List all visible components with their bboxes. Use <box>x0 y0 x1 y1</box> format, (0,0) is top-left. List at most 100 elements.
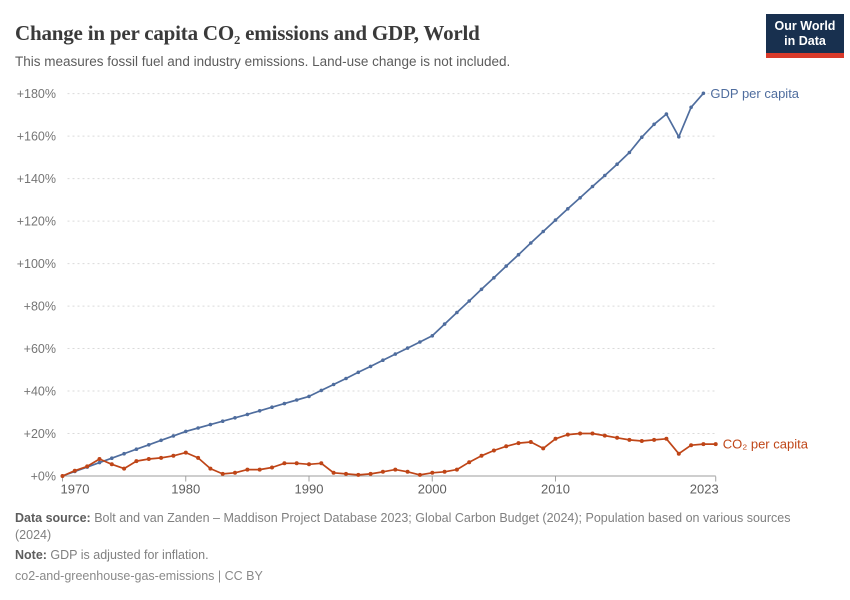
gdp-data-point[interactable] <box>147 443 151 447</box>
co2-data-point[interactable] <box>627 437 632 442</box>
gdp-data-point[interactable] <box>319 388 324 393</box>
co2-data-point[interactable] <box>516 441 521 446</box>
co2-data-point[interactable] <box>146 457 151 461</box>
gdp-data-point[interactable] <box>393 352 398 356</box>
gdp-data-point[interactable] <box>171 434 176 438</box>
co2-data-point[interactable] <box>701 442 706 447</box>
co2-data-point[interactable] <box>590 431 595 436</box>
co2-data-point[interactable] <box>504 444 509 449</box>
co2-data-point[interactable] <box>331 470 336 475</box>
co2-data-point[interactable] <box>134 459 139 464</box>
gdp-data-point[interactable] <box>282 401 287 406</box>
co2-data-point[interactable] <box>356 472 361 477</box>
co2-data-point[interactable] <box>270 465 274 470</box>
gdp-data-point[interactable] <box>233 416 237 420</box>
gdp-data-point[interactable] <box>307 394 311 399</box>
gdp-data-point[interactable] <box>134 447 139 452</box>
gdp-data-point[interactable] <box>381 358 385 363</box>
co2-data-point[interactable] <box>528 440 533 444</box>
co2-data-point[interactable] <box>380 469 385 474</box>
gdp-data-point[interactable] <box>590 184 595 189</box>
co2-data-point[interactable] <box>196 455 201 460</box>
gdp-data-point[interactable] <box>529 241 533 245</box>
co2-data-point[interactable] <box>676 451 681 456</box>
gdp-data-point[interactable] <box>184 429 188 434</box>
co2-data-point[interactable] <box>85 464 90 469</box>
co2-data-point[interactable] <box>282 461 287 466</box>
gdp-data-point[interactable] <box>664 112 669 116</box>
co2-data-point[interactable] <box>602 433 607 438</box>
co2-data-point[interactable] <box>183 450 188 455</box>
co2-data-point[interactable] <box>454 467 459 472</box>
co2-data-point[interactable] <box>319 461 324 466</box>
co2-data-point[interactable] <box>344 471 348 476</box>
gdp-data-point[interactable] <box>615 162 619 166</box>
gdp-data-point[interactable] <box>677 135 681 139</box>
gdp-data-point[interactable] <box>294 398 299 402</box>
co2-data-point[interactable] <box>541 446 546 451</box>
co2-data-point[interactable] <box>565 432 570 437</box>
co2-data-point[interactable] <box>159 455 164 460</box>
gdp-data-point[interactable] <box>516 252 521 257</box>
gdp-data-point[interactable] <box>442 322 447 326</box>
co2-data-point[interactable] <box>109 462 114 467</box>
co2-data-point[interactable] <box>405 469 410 474</box>
gdp-data-point[interactable] <box>504 264 509 268</box>
gdp-data-point[interactable] <box>344 376 348 381</box>
gdp-data-point[interactable] <box>578 196 582 200</box>
gdp-data-point[interactable] <box>689 105 693 110</box>
gdp-data-point[interactable] <box>110 456 114 461</box>
gdp-data-point[interactable] <box>701 91 706 96</box>
co2-data-point[interactable] <box>245 467 250 472</box>
co2-data-point[interactable] <box>652 437 657 442</box>
co2-data-point[interactable] <box>491 448 496 453</box>
owid-logo[interactable]: Our World in Data <box>766 14 844 58</box>
gdp-data-point[interactable] <box>603 173 607 178</box>
gdp-data-point[interactable] <box>245 412 250 417</box>
co2-data-point[interactable] <box>122 466 127 471</box>
gdp-data-point[interactable] <box>159 438 163 443</box>
co2-data-point[interactable] <box>72 468 77 473</box>
gdp-data-point[interactable] <box>430 334 435 338</box>
gdp-data-point[interactable] <box>368 364 373 369</box>
gdp-data-point[interactable] <box>270 405 274 410</box>
gdp-data-point[interactable] <box>541 229 545 234</box>
co2-data-point[interactable] <box>417 472 422 477</box>
gdp-data-point[interactable] <box>220 419 225 424</box>
co2-data-point[interactable] <box>430 470 435 475</box>
gdp-data-point[interactable] <box>196 426 200 430</box>
gdp-data-point[interactable] <box>418 340 422 344</box>
gdp-data-point[interactable] <box>566 207 570 211</box>
gdp-data-point[interactable] <box>97 460 102 465</box>
gdp-data-point[interactable] <box>331 382 336 387</box>
co2-data-point[interactable] <box>60 474 65 478</box>
gdp-data-point[interactable] <box>640 135 644 139</box>
co2-data-point[interactable] <box>664 436 669 441</box>
gdp-data-point[interactable] <box>356 370 361 375</box>
co2-data-point[interactable] <box>233 470 237 475</box>
co2-data-point[interactable] <box>97 457 102 461</box>
gdp-data-point[interactable] <box>455 310 459 315</box>
co2-data-point[interactable] <box>467 460 472 465</box>
gdp-line[interactable] <box>62 92 705 477</box>
co2-data-point[interactable] <box>393 467 398 472</box>
gdp-data-point[interactable] <box>479 287 484 292</box>
co2-data-point[interactable] <box>615 435 620 440</box>
co2-data-point[interactable] <box>639 439 644 443</box>
co2-data-point[interactable] <box>171 453 176 458</box>
gdp-data-point[interactable] <box>208 422 213 427</box>
co2-data-point[interactable] <box>307 462 311 467</box>
gdp-series-label[interactable]: GDP per capita <box>710 86 799 101</box>
co2-data-point[interactable] <box>294 461 299 466</box>
gdp-data-point[interactable] <box>652 122 656 127</box>
gdp-data-point[interactable] <box>405 346 410 350</box>
co2-line[interactable] <box>62 432 716 477</box>
co2-data-point[interactable] <box>713 442 718 447</box>
gdp-data-point[interactable] <box>492 276 496 280</box>
co2-data-point[interactable] <box>689 443 694 448</box>
co2-data-point[interactable] <box>442 469 447 474</box>
gdp-data-point[interactable] <box>627 150 632 155</box>
co2-data-point[interactable] <box>368 471 373 476</box>
gdp-data-point[interactable] <box>553 218 558 222</box>
